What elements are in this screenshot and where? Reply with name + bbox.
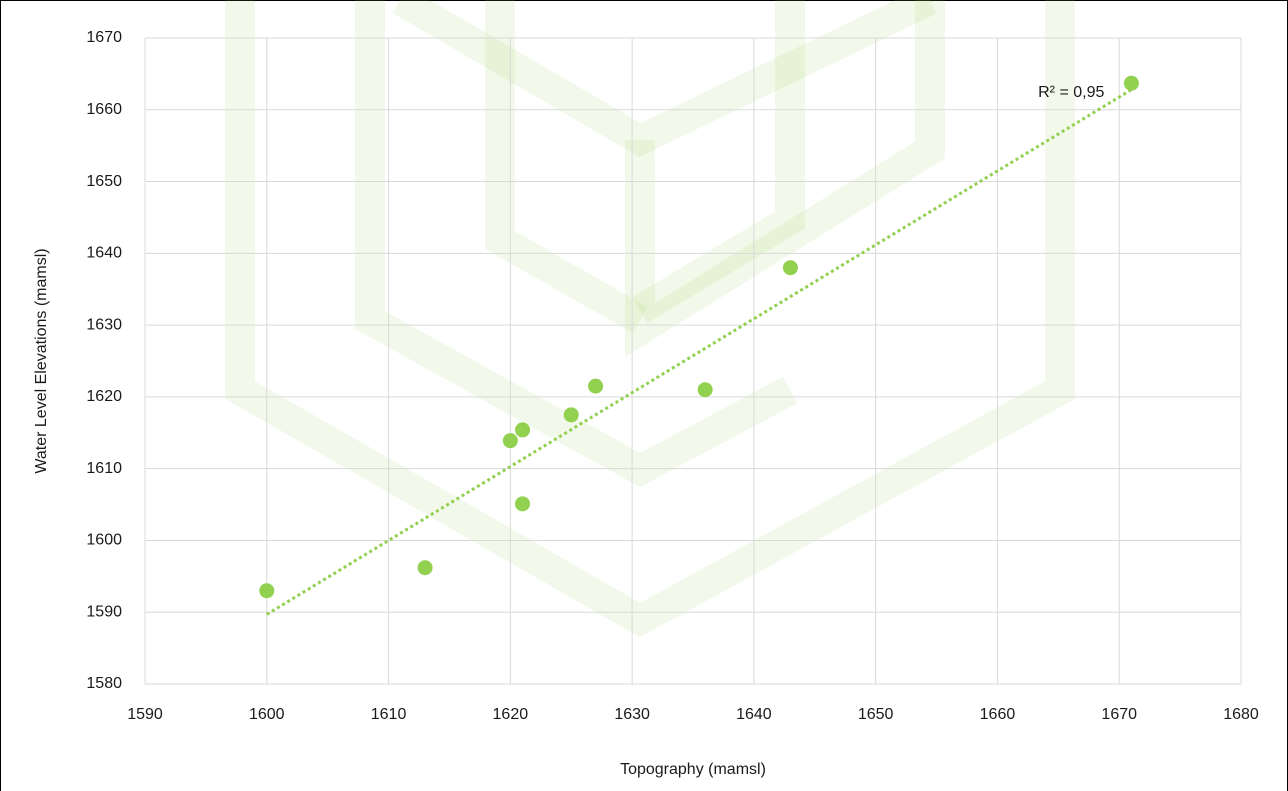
data-point xyxy=(418,560,433,575)
x-tick-label: 1680 xyxy=(1223,706,1259,723)
chart-border xyxy=(1,1,1288,791)
data-point xyxy=(503,433,518,448)
data-point xyxy=(588,379,603,394)
x-tick-label: 1640 xyxy=(736,706,772,723)
y-axis-title: Water Level Elevations (mamsl) xyxy=(33,248,50,473)
y-tick-label: 1590 xyxy=(86,603,122,620)
x-tick-label: 1610 xyxy=(371,706,407,723)
data-point xyxy=(515,422,530,437)
chart: Topography (mamsl) Water Level Elevation… xyxy=(0,0,1288,791)
data-point xyxy=(515,496,530,511)
y-tick-label: 1620 xyxy=(86,388,122,405)
x-tick-label: 1630 xyxy=(614,706,650,723)
x-tick-label: 1590 xyxy=(127,706,163,723)
y-tick-label: 1660 xyxy=(86,101,122,118)
y-tick-label: 1670 xyxy=(86,29,122,46)
y-tick-label: 1650 xyxy=(86,173,122,190)
data-point xyxy=(564,407,579,422)
data-point xyxy=(259,583,274,598)
x-tick-label: 1660 xyxy=(980,706,1016,723)
x-tick-label: 1600 xyxy=(249,706,285,723)
y-tick-label: 1630 xyxy=(86,316,122,333)
y-tick-label: 1610 xyxy=(86,460,122,477)
data-point xyxy=(1124,76,1139,91)
trendline-label: R² = 0,95 xyxy=(1038,84,1104,101)
y-tick-label: 1580 xyxy=(86,675,122,692)
data-point xyxy=(783,260,798,275)
y-tick-label: 1640 xyxy=(86,245,122,262)
x-axis-title: Topography (mamsl) xyxy=(620,761,766,778)
x-tick-label: 1670 xyxy=(1101,706,1137,723)
y-tick-label: 1600 xyxy=(86,532,122,549)
x-tick-label: 1620 xyxy=(493,706,529,723)
x-tick-label: 1650 xyxy=(858,706,894,723)
data-point xyxy=(698,382,713,397)
